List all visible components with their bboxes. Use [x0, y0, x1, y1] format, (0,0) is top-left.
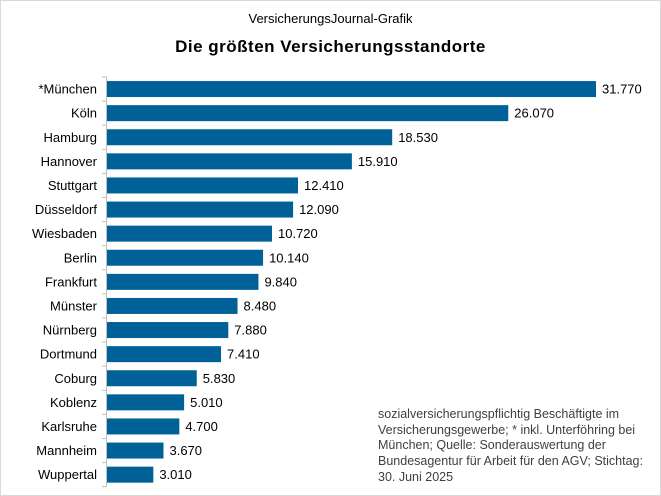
category-label: Koblenz: [50, 395, 97, 410]
bar: [107, 346, 222, 363]
bar: [107, 105, 509, 122]
category-label: Karlsruhe: [41, 419, 97, 434]
bar: [107, 418, 180, 435]
bar: [107, 129, 393, 146]
data-label: 12.090: [299, 202, 339, 217]
category-label: Münster: [50, 298, 98, 313]
data-label: 3.010: [159, 467, 192, 482]
category-label: Düsseldorf: [35, 202, 98, 217]
category-label: Hannover: [41, 154, 98, 169]
data-label: 15.910: [358, 154, 398, 169]
category-label: Stuttgart: [48, 178, 98, 193]
bar: [107, 249, 264, 266]
source-note: sozialversicherungspflichtig Beschäftigt…: [378, 407, 643, 484]
bar: [107, 225, 273, 242]
chart-kicker: VersicherungsJournal-Grafik: [248, 11, 413, 26]
bar: [107, 322, 229, 339]
category-label: *München: [38, 82, 97, 97]
bar: [107, 466, 154, 483]
bar: [107, 442, 164, 459]
bar: [107, 153, 352, 170]
data-label: 31.770: [602, 82, 642, 97]
category-label: Mannheim: [36, 443, 97, 458]
category-label: Wiesbaden: [32, 226, 97, 241]
data-label: 5.830: [203, 371, 236, 386]
bar: [107, 177, 299, 194]
category-label: Berlin: [64, 250, 97, 265]
data-label: 7.880: [234, 323, 267, 338]
bar: [107, 201, 294, 218]
category-label: Dortmund: [40, 347, 97, 362]
bar: [107, 81, 596, 98]
bar: [107, 273, 259, 290]
chart-title: Die größten Versicherungsstandorte: [175, 37, 486, 56]
data-label: 10.720: [278, 226, 318, 241]
data-label: 18.530: [398, 130, 438, 145]
data-label: 5.010: [190, 395, 223, 410]
category-label: Hamburg: [44, 130, 97, 145]
data-label: 3.670: [169, 443, 202, 458]
bar: [107, 297, 238, 314]
data-label: 9.840: [264, 274, 297, 289]
data-label: 26.070: [514, 106, 554, 121]
category-label: Nürnberg: [43, 323, 97, 338]
data-label: 10.140: [269, 250, 309, 265]
bar: [107, 370, 197, 387]
data-label: 7.410: [227, 347, 260, 362]
category-label: Coburg: [54, 371, 97, 386]
category-label: Wuppertal: [38, 467, 97, 482]
data-label: 8.480: [244, 298, 277, 313]
category-label: Köln: [71, 106, 97, 121]
bar: [107, 394, 185, 411]
data-label: 12.410: [304, 178, 344, 193]
data-label: 4.700: [185, 419, 218, 434]
category-label: Frankfurt: [45, 274, 97, 289]
